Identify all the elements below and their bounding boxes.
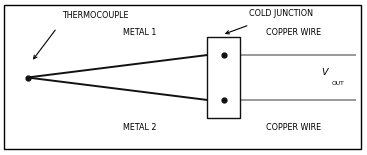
Text: THERMOCOUPLE: THERMOCOUPLE — [62, 11, 129, 20]
Text: OUT: OUT — [331, 81, 344, 86]
Text: COLD JUNCTION: COLD JUNCTION — [249, 9, 313, 18]
Bar — [207, 37, 240, 118]
Text: COPPER WIRE: COPPER WIRE — [266, 28, 321, 37]
Text: COPPER WIRE: COPPER WIRE — [266, 123, 321, 132]
Text: METAL 2: METAL 2 — [123, 123, 156, 132]
Text: V: V — [321, 68, 328, 77]
Text: METAL 1: METAL 1 — [123, 28, 156, 37]
